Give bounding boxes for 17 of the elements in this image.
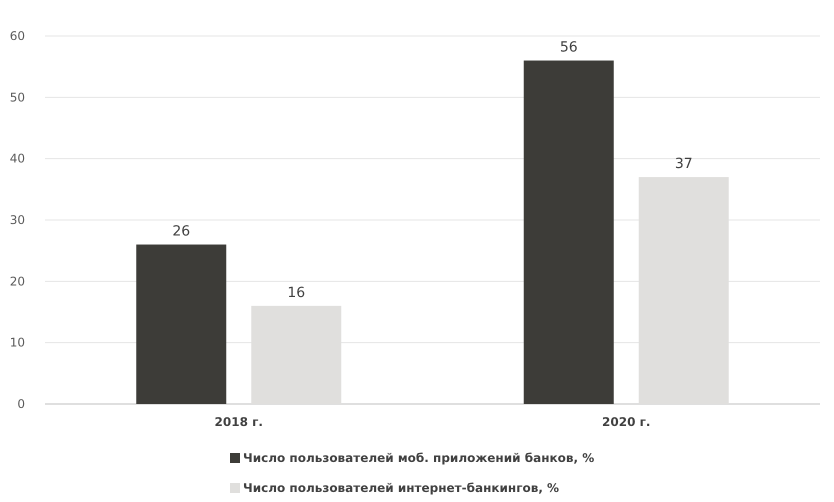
y-tick-label: 20 bbox=[10, 274, 25, 288]
legend-label: Число пользователей интернет-банкингов, % bbox=[243, 481, 560, 495]
data-label: 16 bbox=[287, 284, 306, 301]
y-tick-label: 30 bbox=[10, 213, 25, 227]
y-tick-label: 50 bbox=[10, 90, 25, 104]
y-tick-label: 60 bbox=[10, 29, 25, 43]
data-label: 26 bbox=[172, 224, 190, 240]
bar bbox=[524, 60, 614, 404]
legend-label: Число пользователей моб. приложений банков, % bbox=[243, 451, 594, 465]
data-label: 37 bbox=[674, 156, 693, 172]
y-tick-label: 0 bbox=[17, 397, 25, 411]
data-label: 56 bbox=[560, 40, 578, 56]
y-tick-label: 10 bbox=[10, 336, 25, 350]
bar bbox=[136, 244, 226, 404]
x-tick-label: 2020 г. bbox=[602, 415, 650, 429]
y-tick-label: 40 bbox=[10, 152, 25, 166]
x-tick-label: 2018 г. bbox=[214, 415, 263, 429]
